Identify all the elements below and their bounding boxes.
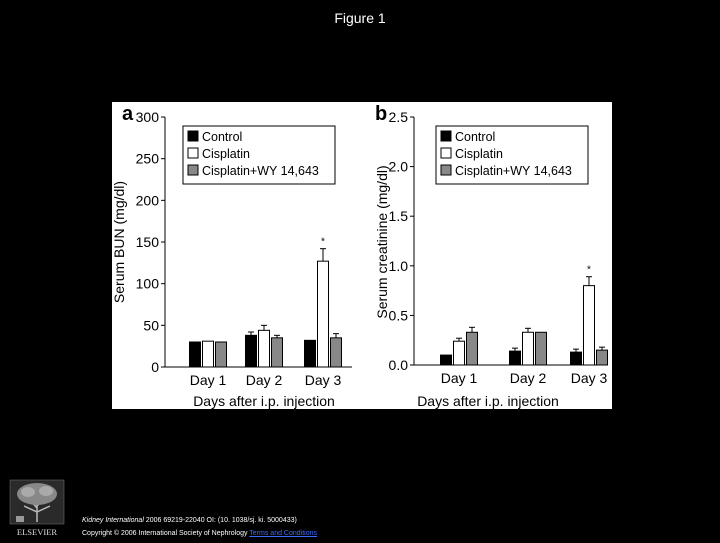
y-tick-label: 100 — [136, 276, 160, 292]
bar — [189, 341, 201, 368]
y-tick-label: 200 — [136, 192, 160, 208]
x-tick-label: Day 3 — [571, 370, 608, 386]
legend-box — [435, 125, 589, 185]
terms-link[interactable]: Terms and Conditions — [249, 530, 317, 537]
y-tick-label: 250 — [136, 151, 160, 167]
legend-label: Cisplatin — [202, 147, 250, 161]
x-tick-label: Day 1 — [190, 372, 227, 388]
x-axis-label: Days after i.p. injection — [193, 393, 335, 409]
citation-text: 2006 69219-22040 OI: (10. 1038/sj. ki. 5… — [143, 517, 297, 524]
bar — [258, 329, 270, 368]
bar — [583, 285, 595, 366]
y-tick-label: 2.0 — [389, 159, 409, 175]
bar — [317, 260, 329, 368]
y-tick-label: 0.0 — [389, 357, 409, 373]
y-tick-label: 50 — [143, 317, 159, 333]
legend-swatch — [187, 147, 199, 159]
legend-label: Control — [202, 130, 242, 144]
elsevier-logo: ELSEVIER — [6, 478, 68, 538]
bar — [271, 337, 283, 368]
bar — [330, 337, 342, 368]
legend-swatch — [440, 164, 452, 176]
x-tick-label: Day 2 — [510, 370, 547, 386]
elsevier-tree-icon: ELSEVIER — [9, 479, 65, 537]
bar — [304, 339, 316, 368]
y-tick-label: 150 — [136, 234, 160, 250]
y-tick-label: 2.5 — [389, 109, 409, 125]
legend-box — [182, 125, 336, 185]
legend-label: Cisplatin — [455, 147, 503, 161]
panel-label: a — [122, 103, 134, 125]
slide-title: Figure 1 — [334, 10, 386, 26]
bar — [596, 349, 608, 366]
bar — [522, 331, 534, 366]
y-tick-label: 0.5 — [389, 307, 409, 323]
copyright-text: Copyright © 2006 International Society o… — [82, 530, 250, 537]
bar — [453, 340, 465, 366]
bar — [245, 334, 257, 368]
y-tick-label: 1.5 — [389, 208, 409, 224]
legend-swatch — [187, 130, 199, 142]
journal-name: Kidney International — [82, 517, 144, 524]
y-tick-label: 300 — [136, 109, 160, 125]
bar — [509, 350, 521, 366]
y-tick-label: 1.0 — [389, 258, 409, 274]
panel-label: b — [375, 103, 387, 125]
legend-label: Cisplatin+WY 14,643 — [455, 164, 572, 178]
y-tick-label: 0 — [151, 359, 159, 375]
legend-swatch — [440, 147, 452, 159]
citation-line: Kidney International 2006 69219-22040 OI… — [82, 514, 317, 527]
legend-swatch — [187, 164, 199, 176]
bar — [535, 331, 547, 366]
bar — [570, 351, 582, 366]
bar-charts: a 0 50 100 150 200 250 300 Serum BUN (mg/dl) Day … — [112, 103, 608, 409]
legend-swatch — [440, 130, 452, 142]
elsevier-logo-text: ELSEVIER — [17, 527, 57, 537]
significance-annotation: * — [321, 237, 325, 248]
copyright-line: Copyright © 2006 International Society o… — [82, 527, 317, 540]
bar — [215, 341, 227, 368]
bar — [202, 340, 214, 368]
bar — [440, 354, 452, 366]
x-tick-label: Day 3 — [305, 372, 342, 388]
bar — [466, 331, 478, 366]
legend-label: Control — [455, 130, 495, 144]
significance-annotation: * — [587, 265, 591, 276]
citation-footer: Kidney International 2006 69219-22040 OI… — [82, 514, 317, 540]
x-axis-label: Days after i.p. injection — [417, 393, 559, 409]
y-axis-label: Serum creatinine (mg/dl) — [374, 165, 390, 318]
x-tick-label: Day 1 — [441, 370, 478, 386]
y-axis-label: Serum BUN (mg/dl) — [112, 181, 127, 303]
figure-panel: a 0 50 100 150 200 250 300 Serum BUN (mg/dl) Day … — [112, 102, 612, 409]
legend-label: Cisplatin+WY 14,643 — [202, 164, 319, 178]
x-tick-label: Day 2 — [246, 372, 283, 388]
